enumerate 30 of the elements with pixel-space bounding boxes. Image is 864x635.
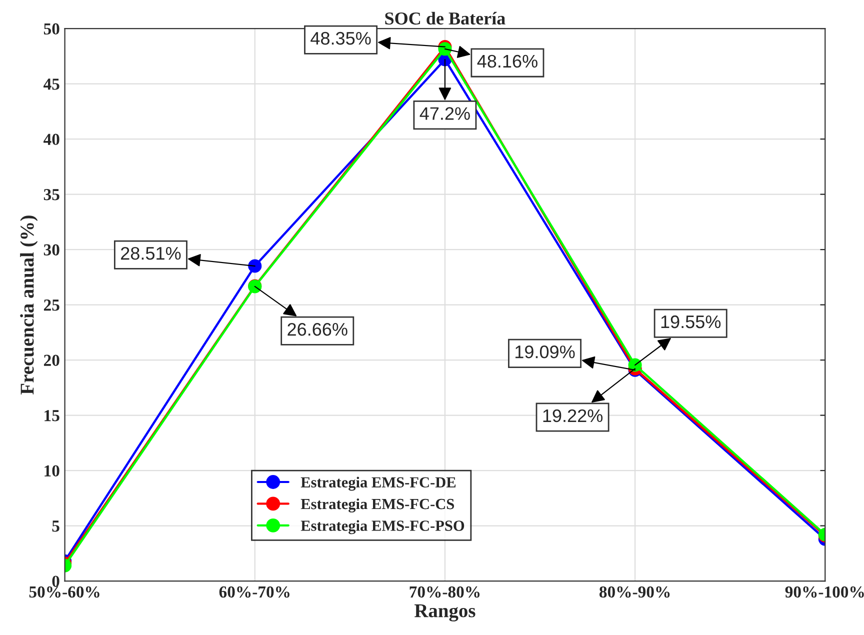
legend-label: Estrategia EMS-FC-CS [300, 498, 454, 512]
x-tick-label: 90%-100% [785, 586, 864, 598]
annotation: 26.66% [288, 322, 348, 336]
x-tick-label: 80%-90% [599, 586, 670, 598]
y-tick-label: 5 [52, 520, 60, 532]
x-tick-label: 50%-60% [29, 586, 100, 598]
y-tick-label: 15 [44, 410, 60, 422]
annotation: 48.35% [310, 32, 371, 45]
legend-label: Estrategia EMS-FC-PSO [300, 520, 464, 534]
annotation: 19.55% [661, 315, 721, 328]
legend-label: Estrategia EMS-FC-DE [300, 476, 456, 491]
x-tick-label: 70%-80% [410, 586, 480, 598]
y-axis-title: Frecuencia anual (%) [20, 216, 38, 394]
x-axis-title: Rangos [414, 604, 476, 622]
y-tick-label: 10 [44, 465, 60, 476]
y-tick-label: 30 [44, 244, 60, 256]
annotation: 28.51% [121, 246, 181, 260]
y-tick-label: 45 [44, 78, 60, 90]
annotation: 48.16% [477, 54, 538, 68]
y-tick-label: 0 [52, 576, 60, 587]
y-tick-label: 35 [44, 189, 60, 200]
y-tick-label: 40 [44, 134, 60, 146]
annotation: 19.09% [516, 345, 575, 358]
x-tick-label: 60%-70% [219, 586, 290, 598]
annotation: 19.22% [543, 409, 603, 422]
y-tick-label: 25 [44, 300, 60, 311]
y-tick-label: 20 [44, 354, 60, 366]
chart-title: SOC de Batería [385, 12, 506, 25]
y-tick-label: 50 [44, 23, 60, 35]
annotation: 47.2% [420, 107, 470, 120]
